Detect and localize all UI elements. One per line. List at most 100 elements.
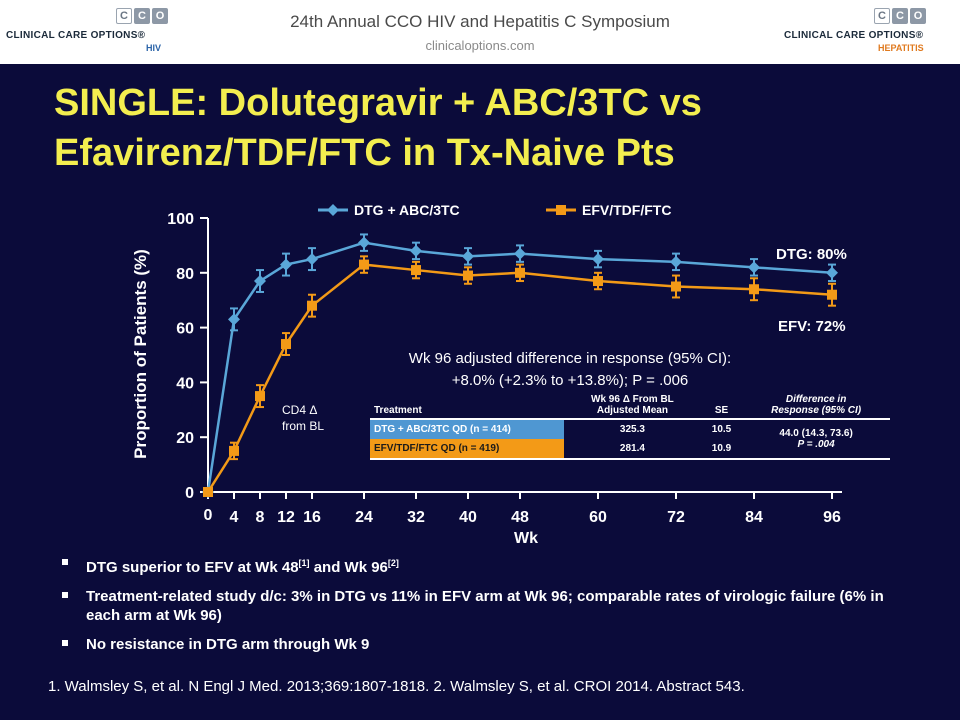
row-treatment: DTG + ABC/3TC QD (n = 414) <box>370 419 564 439</box>
y-axis-label: Proportion of Patients (%) <box>131 249 150 459</box>
y-tick-label: 100 <box>167 211 194 228</box>
logo-square-1: C <box>116 8 132 24</box>
series-dtg <box>202 233 838 498</box>
slide-title: SINGLE: Dolutegravir + ABC/3TC vs Efavir… <box>54 78 914 178</box>
data-point <box>358 236 370 249</box>
difference-value: 44.0 (14.3, 73.6) <box>779 428 853 439</box>
chart-series <box>202 233 838 498</box>
col-se-header: SE <box>700 392 743 420</box>
row-treatment: EFV/TDF/FTC QD (n = 419) <box>370 439 564 460</box>
x-tick-label: 0 <box>204 507 213 524</box>
row-mean: 325.3 <box>619 424 645 435</box>
x-tick-label: 84 <box>745 509 763 526</box>
chart-legend: DTG + ABC/3TC EFV/TDF/FTC <box>318 202 671 218</box>
y-tick-label: 40 <box>176 375 194 392</box>
y-tick-label: 0 <box>185 485 194 502</box>
col-diff-header: Difference in Response (95% CI) <box>742 392 890 420</box>
logo-sub-hepatitis: HEPATITIS <box>878 43 924 53</box>
efv-end-label: EFV: 72% <box>778 318 846 335</box>
x-tick-label: 8 <box>256 509 265 526</box>
legend-marker <box>556 205 566 215</box>
data-point <box>826 266 838 279</box>
data-point <box>463 270 473 281</box>
bullet-mark <box>62 559 68 565</box>
y-tick-label: 60 <box>176 321 194 338</box>
col-wk96-line1: Wk 96 Δ From BL <box>591 394 674 405</box>
logo-name: CLINICAL CARE OPTIONS® <box>784 30 924 41</box>
row-difference: 44.0 (14.3, 73.6) P = .004 <box>742 419 890 460</box>
logo-square-2: C <box>134 8 150 24</box>
y-tick-label: 80 <box>176 266 194 283</box>
data-point <box>671 281 681 292</box>
cd4-label-line2: from BL <box>282 419 325 433</box>
bullet-item: Treatment-related study d/c: 3% in DTG v… <box>62 587 922 625</box>
col-diff-line2: Response (95% CI) <box>771 405 862 416</box>
x-tick-label: 12 <box>277 509 295 526</box>
bullet-text: and Wk 96 <box>309 559 388 576</box>
cd4-label-line1: CD4 Δ <box>282 403 318 417</box>
row-se: 10.9 <box>700 439 743 460</box>
col-treatment-header: Treatment <box>370 392 564 420</box>
data-point <box>307 300 317 311</box>
data-point <box>462 250 474 263</box>
data-point <box>593 276 603 287</box>
bullet-text: DTG superior to EFV at Wk 48 <box>86 559 299 576</box>
citation: [1] <box>298 558 310 568</box>
data-point <box>306 253 318 266</box>
slide-title-line1: SINGLE: Dolutegravir + ABC/3TC vs <box>54 82 702 124</box>
x-tick-label: 40 <box>459 509 477 526</box>
row-se: 10.5 <box>711 424 732 435</box>
data-point <box>203 487 213 497</box>
x-tick-label: 16 <box>303 509 321 526</box>
data-point <box>592 253 604 266</box>
legend-label: EFV/TDF/FTC <box>582 202 671 218</box>
legend-item: DTG + ABC/3TC <box>318 202 460 218</box>
col-wk96-header: Wk 96 Δ From BL Adjusted Mean <box>564 392 701 420</box>
row-mean: 281.4 <box>564 439 701 460</box>
cd4-table: Treatment Wk 96 Δ From BL Adjusted Mean … <box>370 392 890 460</box>
logo-square-1: C <box>874 8 890 24</box>
annotation-line1: Wk 96 adjusted difference in response (9… <box>408 350 732 367</box>
bullet-text: No resistance in DTG arm through Wk 9 <box>86 636 370 653</box>
series-efv <box>203 255 837 497</box>
x-tick-label: 24 <box>355 509 373 526</box>
data-point <box>411 265 421 276</box>
bullet-list: DTG superior to EFV at Wk 48[1] and Wk 9… <box>62 554 922 664</box>
y-tick-label: 20 <box>176 430 194 447</box>
x-tick-label: 4 <box>230 509 239 526</box>
legend-item: EFV/TDF/FTC <box>546 202 671 218</box>
bullet-item: DTG superior to EFV at Wk 48[1] and Wk 9… <box>62 554 922 577</box>
header-url: clinicaloptions.com <box>425 38 535 53</box>
data-point <box>228 313 240 326</box>
legend-label: DTG + ABC/3TC <box>354 202 460 218</box>
table-row: EFV/TDF/FTC QD (n = 419) 281.4 10.9 <box>370 439 890 460</box>
symposium-title: 24th Annual CCO HIV and Hepatitis C Symp… <box>290 12 670 31</box>
bullet-text: Treatment-related study d/c: 3% in DTG v… <box>86 588 884 624</box>
logo-square-3: O <box>152 8 168 24</box>
data-point <box>255 391 265 402</box>
annotation-line2: +8.0% (+2.3% to +13.8%); P = .006 <box>451 372 689 389</box>
table-row: DTG + ABC/3TC QD (n = 414) 325.3 10.5 44… <box>370 419 890 460</box>
x-tick-label: 48 <box>511 509 529 526</box>
difference-p: P = .004 <box>797 439 835 450</box>
data-point <box>748 261 760 274</box>
data-point <box>515 267 525 278</box>
data-point <box>514 247 526 260</box>
data-point <box>749 284 759 295</box>
logo-name: CLINICAL CARE OPTIONS® <box>6 30 146 41</box>
x-tick-label: 72 <box>667 509 685 526</box>
x-tick-label: 96 <box>823 509 841 526</box>
data-point <box>359 259 369 270</box>
data-point <box>280 258 292 271</box>
x-tick-label: 60 <box>589 509 607 526</box>
references-footnote: 1. Walmsley S, et al. N Engl J Med. 2013… <box>48 678 745 695</box>
legend-marker <box>327 204 339 216</box>
logo-square-2: C <box>892 8 908 24</box>
bullet-mark <box>62 592 68 598</box>
x-tick-label: 32 <box>407 509 425 526</box>
